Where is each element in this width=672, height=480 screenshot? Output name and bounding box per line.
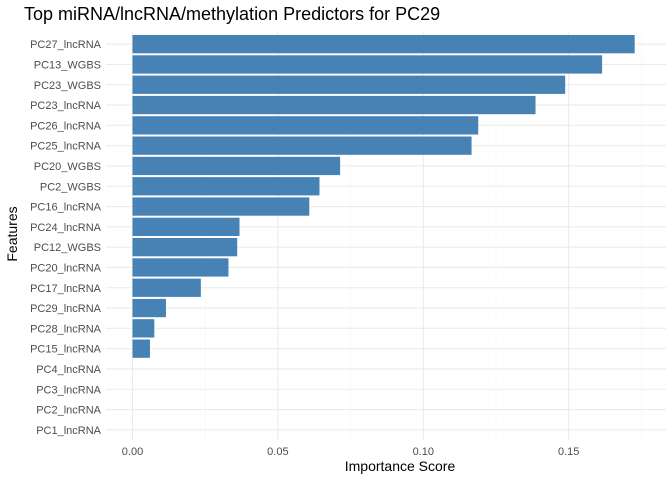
- bars-group: [132, 35, 635, 358]
- y-axis-title: Features: [4, 206, 20, 261]
- y-tick-label: PC26_lncRNA: [30, 120, 102, 132]
- y-tick-label: PC1_lncRNA: [36, 425, 101, 437]
- y-tick-label: PC4_lncRNA: [36, 364, 101, 376]
- bar-PC24_lncRNA: [132, 217, 240, 236]
- bar-PC20_WGBS: [132, 156, 341, 176]
- y-tick-label: PC2_WGBS: [40, 181, 101, 193]
- bar-PC15_lncRNA: [132, 339, 150, 358]
- bar-PC13_WGBS: [132, 55, 603, 74]
- bar-PC23_WGBS: [132, 75, 566, 94]
- bar-PC23_lncRNA: [132, 95, 536, 115]
- y-tick-label: PC20_lncRNA: [30, 262, 102, 274]
- bar-PC26_lncRNA: [132, 116, 479, 135]
- x-tick-label: 0.10: [413, 446, 434, 458]
- x-tick-label: 0.05: [267, 446, 288, 458]
- x-tick-label: 0.00: [122, 446, 143, 458]
- y-tick-label: PC16_lncRNA: [30, 202, 102, 214]
- y-tick-label: PC13_WGBS: [34, 59, 101, 71]
- y-tick-label: PC3_lncRNA: [36, 384, 101, 396]
- y-tick-label: PC23_lncRNA: [30, 100, 102, 112]
- bar-PC28_lncRNA: [132, 319, 155, 338]
- y-tick-label: PC24_lncRNA: [30, 222, 102, 234]
- y-tick-label: PC17_lncRNA: [30, 283, 102, 295]
- x-tick-label: 0.15: [558, 446, 579, 458]
- y-tick-label: PC28_lncRNA: [30, 323, 102, 335]
- bar-PC12_WGBS: [132, 238, 238, 257]
- y-tick-label: PC25_lncRNA: [30, 141, 102, 153]
- y-tick-label: PC12_WGBS: [34, 242, 101, 254]
- bar-PC25_lncRNA: [132, 136, 472, 155]
- y-tick-label: PC23_WGBS: [34, 80, 101, 92]
- y-tick-label: PC15_lncRNA: [30, 344, 102, 356]
- x-axis-title: Importance Score: [345, 458, 456, 474]
- bar-PC17_lncRNA: [132, 278, 201, 297]
- y-tick-label: PC27_lncRNA: [30, 39, 102, 51]
- bar-PC16_lncRNA: [132, 197, 310, 216]
- y-tick-label: PC2_lncRNA: [36, 405, 101, 417]
- bar-PC2_WGBS: [132, 177, 320, 196]
- chart-title: Top miRNA/lncRNA/methylation Predictors …: [24, 4, 440, 24]
- bar-PC20_lncRNA: [132, 258, 229, 277]
- y-tick-label: PC29_lncRNA: [30, 303, 102, 315]
- y-tick-labels: PC27_lncRNA PC13_WGBS PC23_WGBS PC23_lncRNA…: [30, 39, 102, 437]
- bar-PC29_lncRNA: [132, 298, 166, 318]
- bar-PC27_lncRNA: [132, 35, 635, 54]
- x-tick-labels: 0.00 0.05 0.10 0.15: [122, 446, 580, 458]
- y-tick-label: PC20_WGBS: [34, 161, 101, 173]
